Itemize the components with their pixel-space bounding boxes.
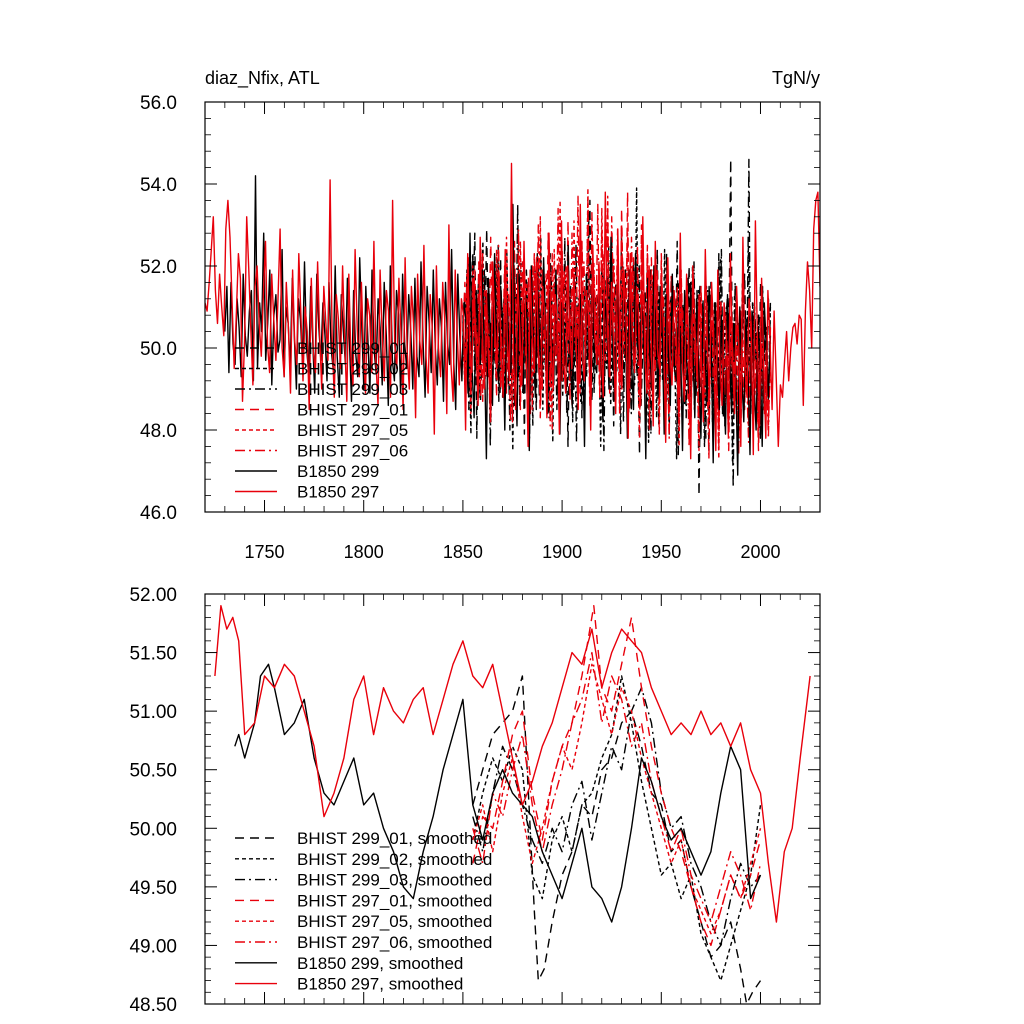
bottom-series-line-5 (472, 663, 762, 935)
bottom-y-tick-label: 52.00 (129, 585, 177, 606)
bottom-panel-legend: BHIST 299_01, smoothed BHIST 299_02, smoo… (235, 829, 492, 994)
bottom-series-line-3 (472, 687, 762, 947)
top-y-tick-label: 56.0 (140, 93, 177, 114)
top-panel: diaz_Nfix, ATL TgN/y 1750 1800 1850 1900 195… (140, 68, 821, 562)
x-tick-label: 1900 (542, 542, 582, 562)
bottom-legend-label-1: BHIST 299_01, smoothed (297, 829, 492, 848)
bottom-legend-label-7: B1850 299, smoothed (297, 954, 463, 973)
bottom-panel-axes: 48.50 49.00 49.50 50.00 50.50 51.00 51.50 52.00 (129, 585, 821, 1016)
top-legend-label-7: B1850 299 (297, 462, 379, 481)
top-y-tick-label: 48.0 (140, 421, 177, 442)
bottom-series-line-8 (214, 605, 811, 923)
top-legend-label-4: BHIST 297_01 (297, 401, 408, 420)
x-tick-label: 1850 (443, 542, 483, 562)
bottom-plot-frame (204, 593, 821, 1005)
bottom-legend-label-8: B1850 297, smoothed (297, 975, 463, 994)
bottom-series-line-6 (472, 651, 762, 923)
top-panel-series-group (205, 158, 820, 497)
top-y-tick-label: 54.0 (140, 175, 177, 196)
bottom-panel-series-group (214, 605, 811, 1004)
top-legend-label-5: BHIST 297_05 (297, 421, 408, 440)
top-series-line-8 (205, 162, 820, 460)
bottom-y-tick-label: 50.50 (129, 761, 177, 782)
bottom-series-line-7 (234, 663, 762, 923)
top-legend-label-3: BHIST 299_03 (297, 380, 408, 399)
bottom-series-line-1 (472, 675, 762, 1004)
top-plot-frame (204, 101, 821, 513)
top-legend-label-6: BHIST 297_06 (297, 442, 408, 461)
bottom-y-tick-label: 49.00 (129, 936, 177, 957)
bottom-y-tick-label: 51.50 (129, 644, 177, 665)
bottom-legend-label-4: BHIST 297_01, smoothed (297, 891, 492, 910)
top-y-tick-label: 46.0 (140, 503, 177, 524)
bottom-y-tick-label: 49.50 (129, 878, 177, 899)
bottom-legend-label-3: BHIST 299_03, smoothed (297, 871, 492, 890)
top-legend-label-1: BHIST 299_01 (297, 339, 408, 358)
bottom-legend-label-2: BHIST 299_02, smoothed (297, 850, 492, 869)
bottom-panel: 48.50 49.00 49.50 50.00 50.50 51.00 51.50 52.00… (129, 585, 821, 1016)
top-y-tick-label: 52.0 (140, 257, 177, 278)
bottom-legend-label-6: BHIST 297_06, smoothed (297, 933, 492, 952)
x-tick-label: 2000 (740, 542, 780, 562)
x-tick-label: 1800 (344, 542, 384, 562)
top-panel-title-left: diaz_Nfix, ATL (205, 68, 320, 89)
top-panel-axes: 1750 1800 1850 1900 1950 2000 46.0 48.0 50.0 52.0… (140, 93, 821, 562)
x-tick-label: 1950 (641, 542, 681, 562)
top-panel-title-right: TgN/y (772, 68, 820, 88)
bottom-y-tick-label: 50.00 (129, 819, 177, 840)
bottom-legend-label-5: BHIST 297_05, smoothed (297, 912, 492, 931)
bottom-series-line-4 (472, 605, 762, 947)
bottom-y-tick-label: 48.50 (129, 995, 177, 1016)
bottom-y-tick-label: 51.00 (129, 702, 177, 723)
top-y-tick-label: 50.0 (140, 339, 177, 360)
x-tick-label: 1750 (244, 542, 284, 562)
top-legend-label-8: B1850 297 (297, 483, 379, 502)
top-legend-label-2: BHIST 299_02 (297, 360, 408, 379)
